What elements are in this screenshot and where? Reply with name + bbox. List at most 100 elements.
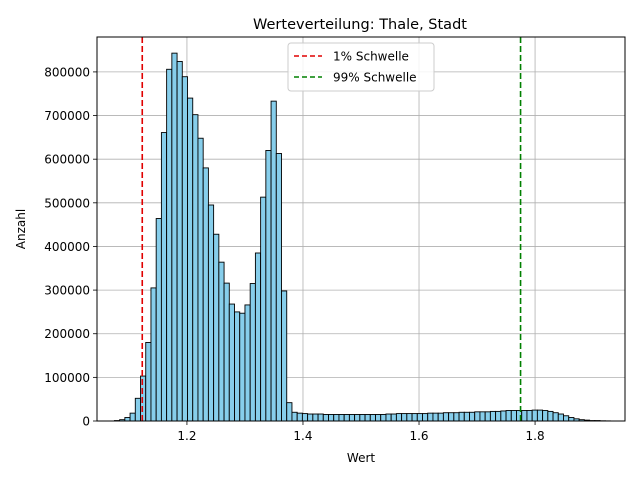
histogram-bar bbox=[234, 311, 241, 422]
histogram-bar bbox=[145, 342, 152, 422]
histogram-bar bbox=[333, 414, 340, 422]
x-tick-label: 1.6 bbox=[409, 429, 428, 443]
histogram-bar bbox=[458, 411, 465, 422]
y-tick-label: 300000 bbox=[44, 284, 90, 298]
histogram-bar bbox=[322, 414, 329, 422]
histogram-bar bbox=[489, 410, 497, 422]
histogram-bar bbox=[312, 413, 319, 422]
histogram-bar bbox=[442, 412, 450, 422]
histogram-bar bbox=[401, 413, 408, 422]
y-axis-label: Anzahl bbox=[14, 209, 28, 249]
histogram-bar bbox=[385, 413, 392, 422]
histogram-bar bbox=[479, 411, 486, 422]
histogram-bar bbox=[254, 252, 262, 422]
legend: 1% Schwelle 99% Schwelle bbox=[287, 42, 435, 92]
histogram-bar bbox=[505, 410, 512, 422]
histogram-bar bbox=[150, 287, 157, 422]
histogram-bar bbox=[463, 411, 470, 422]
histogram-bar bbox=[134, 397, 141, 422]
histogram-bar bbox=[223, 282, 230, 422]
histogram-bar bbox=[296, 412, 303, 422]
histogram-bar bbox=[406, 413, 413, 422]
histogram-bar bbox=[301, 413, 309, 422]
histogram-bar bbox=[343, 414, 350, 422]
histogram-bar bbox=[552, 412, 559, 422]
histogram-bar bbox=[364, 414, 371, 422]
histogram-bar bbox=[260, 196, 267, 422]
histogram-bar bbox=[495, 410, 502, 422]
histogram-bar bbox=[474, 411, 481, 422]
histogram-bar bbox=[244, 304, 251, 422]
histogram-bar bbox=[453, 412, 460, 422]
histogram-bar bbox=[427, 412, 434, 422]
histogram-bar bbox=[197, 137, 204, 422]
histogram-bar bbox=[395, 413, 403, 422]
y-tick-label: 800000 bbox=[44, 65, 90, 79]
y-axis-ticks: 0 100000 200000 300000 400000 500000 600000 700… bbox=[44, 65, 97, 429]
histogram-bar bbox=[228, 303, 235, 422]
histogram-bar bbox=[249, 283, 256, 422]
histogram-bar bbox=[563, 415, 570, 422]
threshold-layer bbox=[141, 37, 522, 421]
histogram-bar bbox=[291, 411, 298, 422]
histogram-bar bbox=[348, 414, 356, 422]
histogram-bar bbox=[416, 413, 423, 422]
y-tick-label: 0 bbox=[82, 415, 90, 429]
y-tick-label: 200000 bbox=[44, 327, 90, 341]
histogram-bar bbox=[140, 375, 147, 422]
histogram-bar bbox=[375, 414, 382, 422]
histogram-bar bbox=[437, 412, 444, 422]
histogram-bar bbox=[359, 414, 366, 422]
y-tick-label: 600000 bbox=[44, 153, 90, 167]
histogram-bar bbox=[166, 68, 173, 422]
plot-frame bbox=[96, 36, 626, 422]
histogram-bar bbox=[270, 100, 277, 422]
legend-box bbox=[287, 42, 435, 92]
histogram-bar bbox=[432, 412, 439, 422]
x-axis-ticks: 1.2 1.4 1.6 1.8 bbox=[177, 421, 545, 443]
y-tick-label: 700000 bbox=[44, 109, 90, 123]
histogram-bar bbox=[265, 150, 272, 422]
chart-title: Werteverteilung: Thale, Stadt bbox=[253, 17, 467, 33]
histogram-bar bbox=[202, 167, 209, 422]
histogram-bar bbox=[521, 410, 528, 422]
histogram-bar bbox=[160, 132, 168, 422]
histogram-bar bbox=[547, 410, 554, 422]
histogram-bar bbox=[411, 413, 418, 422]
histogram-bar bbox=[281, 290, 288, 422]
histogram-bar bbox=[338, 414, 345, 422]
histogram-bar bbox=[286, 402, 293, 422]
histogram-bar bbox=[369, 414, 376, 422]
x-tick-label: 1.2 bbox=[177, 429, 196, 443]
histogram-bar bbox=[568, 417, 575, 422]
histogram-bar bbox=[317, 413, 324, 422]
histogram-bar bbox=[275, 153, 282, 422]
histogram-bar bbox=[448, 412, 455, 422]
histogram-bar bbox=[542, 410, 549, 422]
histogram-bar bbox=[380, 414, 387, 422]
histogram-bar bbox=[192, 114, 199, 422]
bars-layer bbox=[113, 52, 611, 422]
histogram-bar bbox=[213, 233, 220, 422]
histogram-bar bbox=[307, 413, 314, 422]
histogram-bar bbox=[557, 413, 564, 422]
histogram-bar bbox=[354, 414, 361, 422]
y-tick-label: 400000 bbox=[44, 240, 90, 254]
histogram-bar bbox=[484, 411, 491, 422]
histogram-bar bbox=[124, 417, 131, 422]
histogram-bar bbox=[526, 410, 533, 422]
histogram-bar bbox=[510, 410, 517, 422]
histogram-bar bbox=[390, 413, 397, 422]
histogram-bar bbox=[176, 60, 183, 422]
x-axis-label: Wert bbox=[347, 451, 375, 465]
histogram-bar bbox=[187, 97, 194, 422]
y-tick-label: 100000 bbox=[44, 371, 90, 385]
legend-label-1pct: 1% Schwelle bbox=[333, 50, 409, 64]
x-tick-label: 1.8 bbox=[526, 429, 545, 443]
x-tick-label: 1.4 bbox=[293, 429, 312, 443]
histogram-bar bbox=[181, 76, 188, 422]
histogram-bar bbox=[218, 261, 225, 422]
histogram-bar bbox=[207, 204, 215, 422]
histogram-bar bbox=[422, 413, 429, 422]
